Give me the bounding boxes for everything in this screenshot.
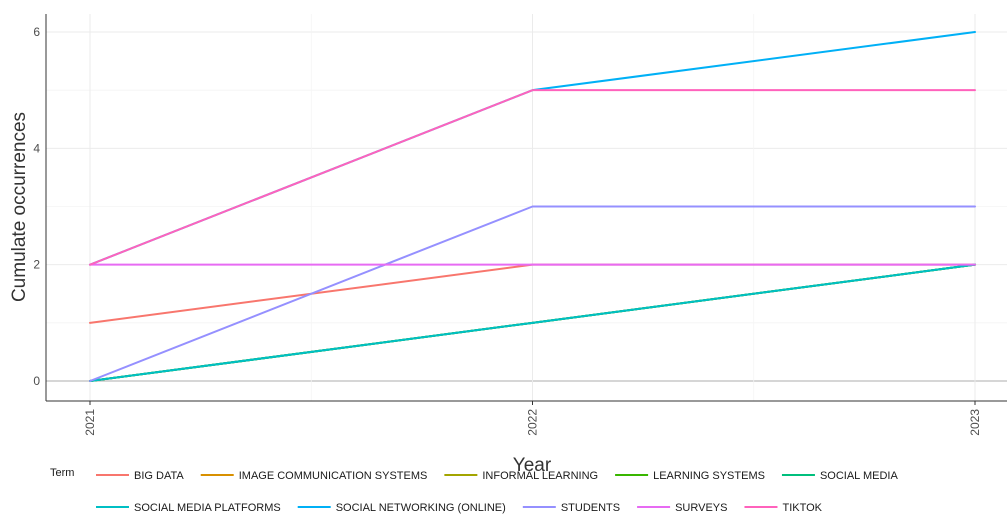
x-tick-label: 2023 bbox=[968, 409, 982, 436]
legend-label: IMAGE COMMUNICATION SYSTEMS bbox=[239, 470, 428, 482]
legend-label: SOCIAL MEDIA PLATFORMS bbox=[134, 502, 281, 514]
y-axis-title: Cumulate occurrences bbox=[9, 112, 30, 302]
legend-label: BIG DATA bbox=[134, 470, 184, 482]
tick-labels: 0 2 4 6 2021 2022 2023 bbox=[33, 25, 982, 436]
series-line bbox=[89, 89, 976, 266]
series-line bbox=[89, 205, 976, 382]
legend-label: SOCIAL NETWORKING (ONLINE) bbox=[336, 502, 506, 514]
x-tick-label: 2021 bbox=[83, 409, 97, 436]
y-tick-label: 6 bbox=[33, 25, 40, 39]
legend-label: TIKTOK bbox=[782, 502, 822, 514]
y-tick-label: 4 bbox=[33, 141, 40, 155]
series-line bbox=[89, 263, 976, 382]
x-tick-label: 2022 bbox=[526, 409, 540, 436]
y-tick-label: 0 bbox=[33, 374, 40, 388]
legend-label: SOCIAL MEDIA bbox=[820, 470, 898, 482]
legend-label: SURVEYS bbox=[675, 502, 727, 514]
axes bbox=[45, 14, 1007, 405]
legend-label: INFORMAL LEARNING bbox=[482, 470, 598, 482]
legend-label: LEARNING SYSTEMS bbox=[653, 470, 765, 482]
series-lines bbox=[89, 31, 976, 382]
legend-label: STUDENTS bbox=[561, 502, 620, 514]
legend-title: Term bbox=[50, 467, 74, 479]
x-axis-title: Year bbox=[513, 455, 552, 476]
legend: Term BIG DATA IMAGE COMMUNICATION SYSTEMS… bbox=[50, 467, 898, 514]
y-tick-label: 2 bbox=[33, 258, 40, 272]
